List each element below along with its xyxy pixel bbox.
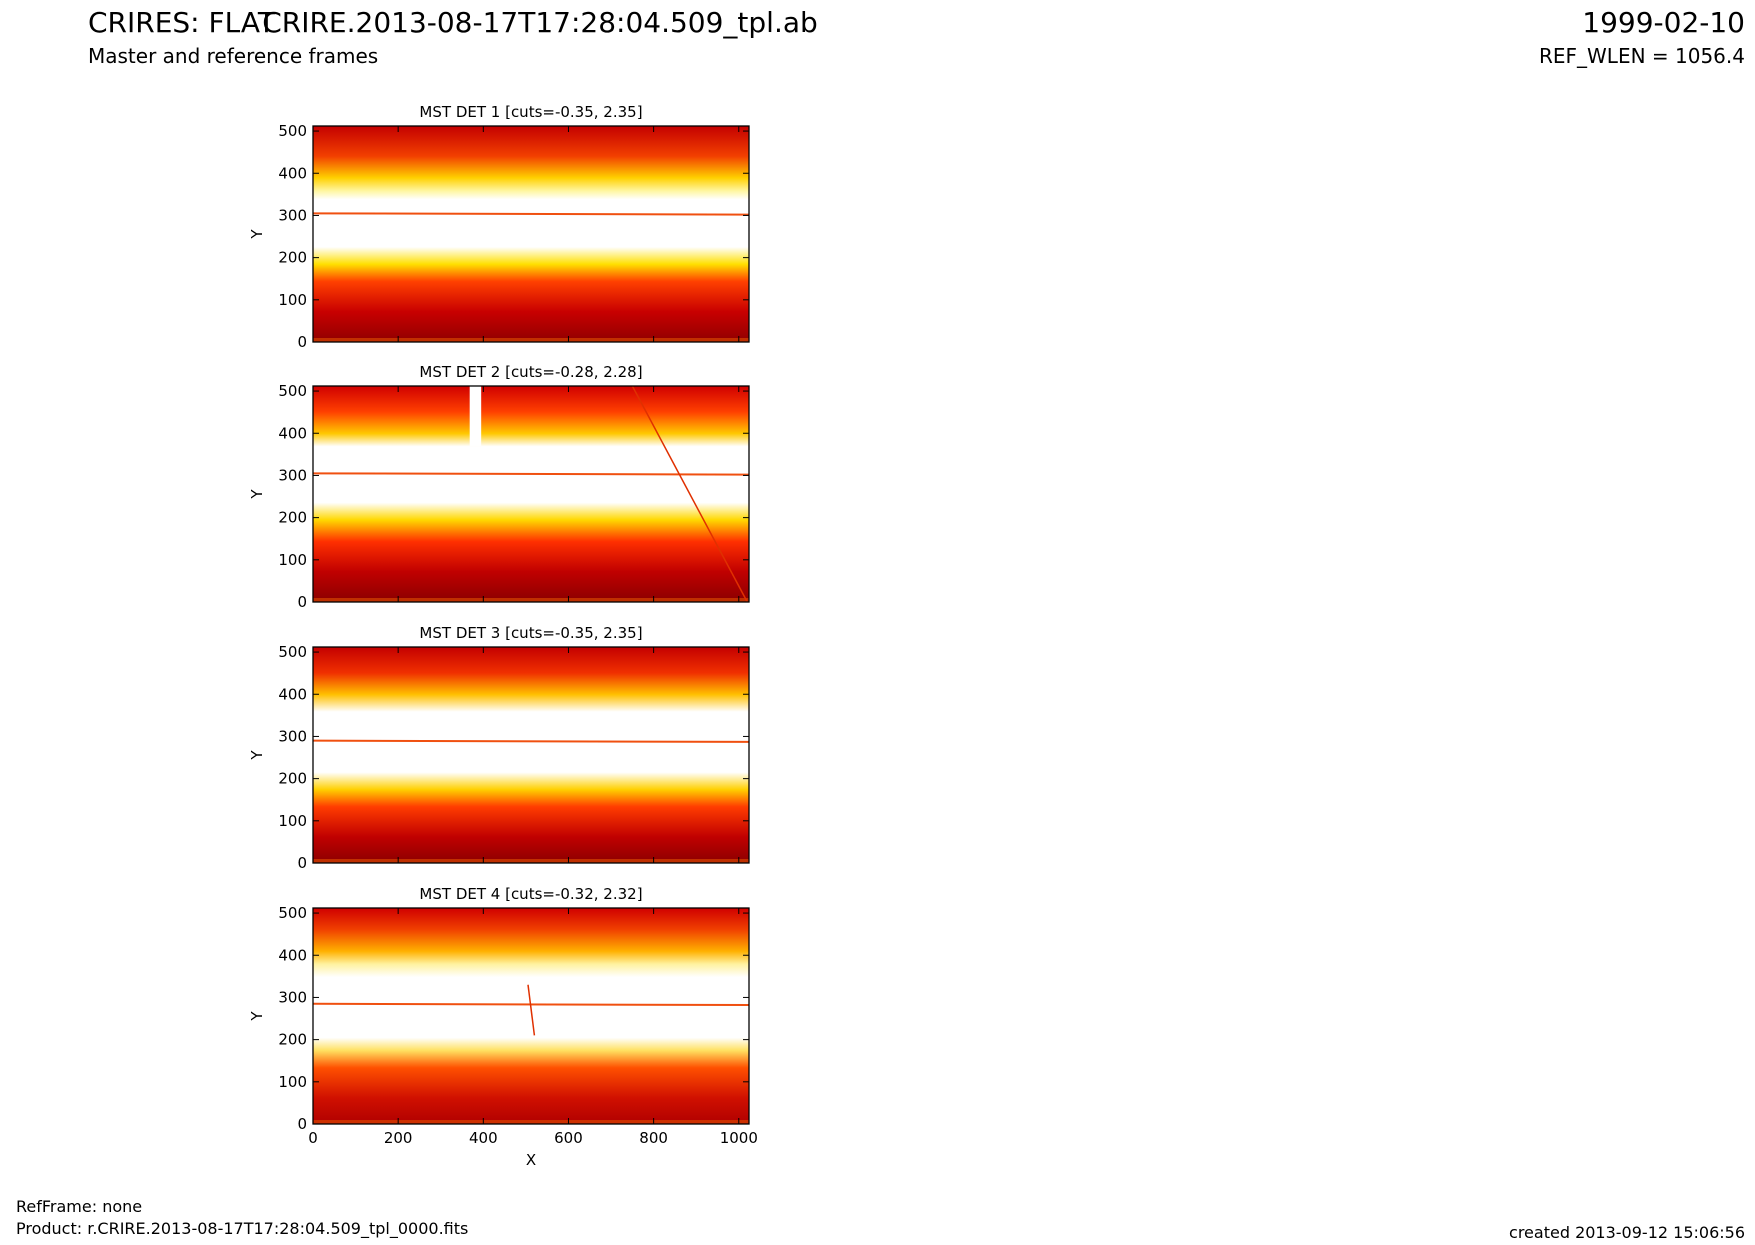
x-tick-label: 0	[308, 1129, 318, 1147]
heatmap-image	[313, 126, 749, 342]
observation-date: 1999-02-10	[1582, 6, 1745, 39]
y-tick-label: 0	[297, 1115, 307, 1133]
product-file-label: Product: r.CRIRE.2013-08-17T17:28:04.509…	[16, 1219, 469, 1238]
axes-frame	[312, 125, 750, 343]
y-tick-label: 500	[278, 643, 307, 661]
y-tick-label: 500	[278, 122, 307, 140]
bright-column	[469, 386, 482, 446]
x-tick-label: 800	[639, 1129, 668, 1147]
page-subtitle: Master and reference frames	[88, 44, 379, 68]
detector-panel-1: MST DET 1 [cuts=-0.35, 2.35] 0 100 200 300 40…	[248, 103, 750, 351]
panel-title: MST DET 3 [cuts=-0.35, 2.35]	[419, 624, 642, 642]
edge-row	[313, 338, 749, 342]
edge-row	[313, 1120, 749, 1124]
y-tick-label: 300	[278, 988, 307, 1006]
page-title: CRIRES: FLAT	[88, 6, 275, 39]
y-tick-label: 100	[278, 812, 307, 830]
detector-panel-3: MST DET 3 [cuts=-0.35, 2.35] 0 100 200 300 40…	[248, 624, 750, 872]
y-tick-label: 300	[278, 727, 307, 745]
trace-line	[312, 472, 750, 476]
x-tick-label: 600	[554, 1129, 583, 1147]
diagonal-streak	[527, 984, 536, 1036]
y-tick-label: 100	[278, 291, 307, 309]
y-axis-label: Y	[248, 229, 266, 240]
heatmap-image	[313, 908, 749, 1124]
y-tick-label: 300	[278, 466, 307, 484]
y-tick-label: 100	[278, 551, 307, 569]
detector-panel-2: MST DET 2 [cuts=-0.28, 2.28] 0 100 200 300 40…	[248, 363, 750, 611]
y-axis-label: Y	[248, 1011, 266, 1022]
y-tick-label: 500	[278, 382, 307, 400]
heatmap-image	[313, 386, 749, 602]
panel-title: MST DET 4 [cuts=-0.32, 2.32]	[419, 885, 642, 903]
edge-row	[313, 598, 749, 602]
x-tick-label: 1000	[720, 1129, 758, 1147]
y-axis-label: Y	[248, 750, 266, 761]
y-axis-label: Y	[248, 489, 266, 500]
y-tick-label: 100	[278, 1073, 307, 1091]
y-tick-label: 400	[278, 164, 307, 182]
y-tick-label: 300	[278, 206, 307, 224]
axes-frame	[312, 907, 750, 1125]
trace-line	[312, 212, 750, 216]
y-tick-label: 200	[278, 1031, 307, 1049]
panel-title: MST DET 2 [cuts=-0.28, 2.28]	[419, 363, 642, 381]
y-tick-label: 400	[278, 424, 307, 442]
x-axis-label: X	[526, 1151, 536, 1169]
ref-frame-label: RefFrame: none	[16, 1197, 143, 1216]
y-tick-label: 200	[278, 249, 307, 267]
y-tick-label: 0	[297, 333, 307, 351]
detector-panel-4: MST DET 4 [cuts=-0.32, 2.32] 0 100 200 300 40…	[248, 885, 758, 1169]
y-tick-label: 400	[278, 946, 307, 964]
diagonal-streak	[631, 385, 748, 603]
ref-wlen: REF_WLEN = 1056.4	[1538, 44, 1745, 68]
edge-row	[313, 859, 749, 863]
axes-frame	[312, 385, 750, 603]
x-tick-label: 400	[469, 1129, 498, 1147]
trace-line	[312, 739, 750, 743]
axes-frame	[312, 646, 750, 864]
y-tick-label: 400	[278, 685, 307, 703]
y-tick-label: 0	[297, 593, 307, 611]
y-tick-label: 200	[278, 509, 307, 527]
created-timestamp: created 2013-09-12 15:06:56	[1509, 1223, 1745, 1242]
panel-title: MST DET 1 [cuts=-0.35, 2.35]	[419, 103, 642, 121]
x-tick-label: 200	[384, 1129, 413, 1147]
product-name: CRIRE.2013-08-17T17:28:04.509_tpl.ab	[262, 6, 818, 39]
y-tick-label: 200	[278, 770, 307, 788]
y-tick-label: 0	[297, 854, 307, 872]
heatmap-image	[313, 647, 749, 863]
y-tick-label: 500	[278, 904, 307, 922]
